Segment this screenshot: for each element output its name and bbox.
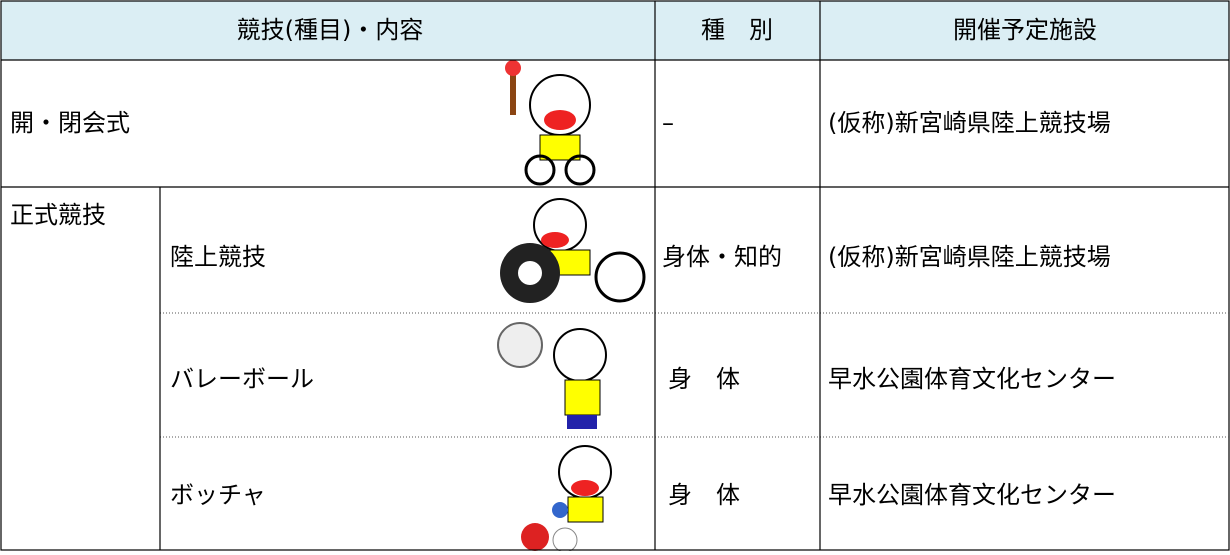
type: 身 体 xyxy=(668,481,740,509)
mascot-volleyball xyxy=(497,322,607,429)
event: ボッチャ xyxy=(170,481,266,509)
header-background xyxy=(1,1,1229,60)
mascot-torch xyxy=(505,60,596,186)
mascot-athletics xyxy=(500,198,646,303)
venue: (仮称)新宮崎県陸上競技場 xyxy=(828,243,1111,271)
event: 開・閉会式 xyxy=(10,109,130,137)
venue: (仮称)新宮崎県陸上競技場 xyxy=(828,109,1111,137)
category-label: 正式競技 xyxy=(10,201,106,229)
mascot-boccia xyxy=(521,445,612,553)
type: – xyxy=(662,109,674,137)
type: 身体・知的 xyxy=(662,243,782,271)
header-cell: 種 別 xyxy=(701,16,773,44)
venue: 早水公園体育文化センター xyxy=(828,365,1116,393)
header-cell: 競技(種目)・内容 xyxy=(237,16,424,44)
event: 陸上競技 xyxy=(170,243,266,271)
header-cell: 開催予定施設 xyxy=(953,16,1097,44)
venue: 早水公園体育文化センター xyxy=(828,481,1116,509)
event: バレーボール xyxy=(170,365,314,393)
type: 身 体 xyxy=(668,365,740,393)
